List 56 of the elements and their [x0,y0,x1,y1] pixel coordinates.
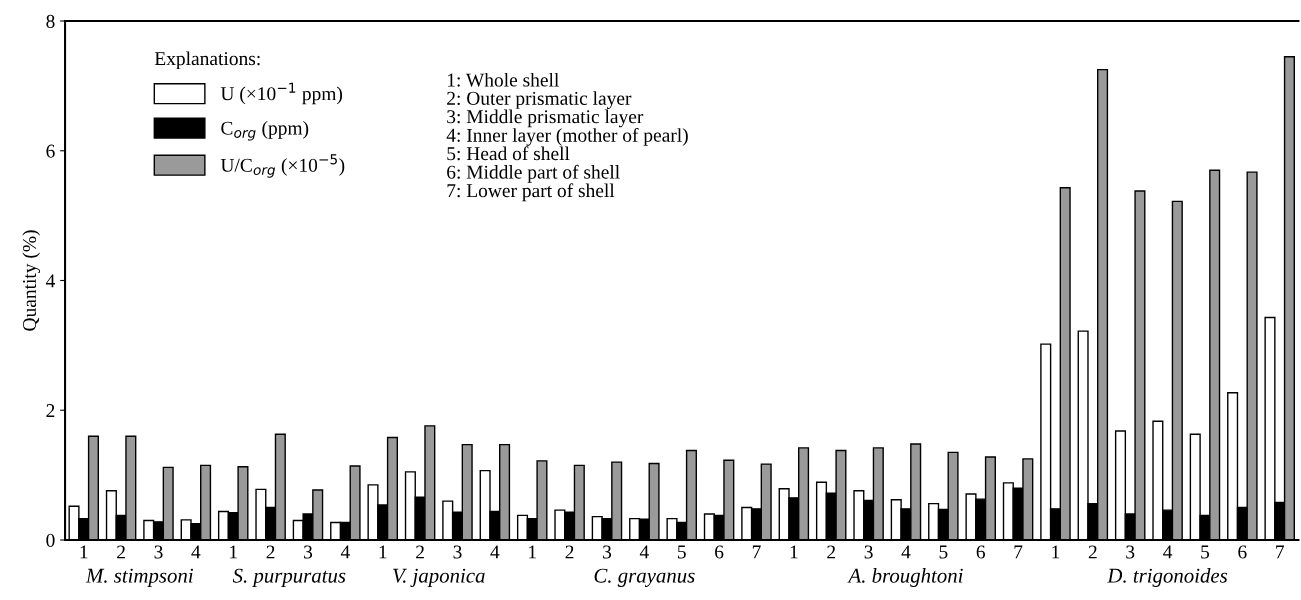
x-tick-label: 7 [1276,545,1285,559]
x-tick-label: 3 [864,545,873,559]
x-tick-label: 6 [1238,545,1247,559]
x-axis-title: S. purpuratus [232,568,346,587]
legend-label: U/C$_{org}$ (×10$^{−5}$) [220,154,345,178]
x-tick-label: 1 [230,545,237,559]
x-tick-label: 5 [1201,545,1210,559]
x-tick-label: 7 [752,545,761,559]
x-tick-label: 7 [1014,545,1023,559]
x-tick-label: 3 [154,545,163,559]
x-tick-label: 3 [304,545,313,559]
x-axis-title: D. trigonoides [1107,568,1228,587]
x-tick-label: 2 [1088,545,1097,559]
annotation: 5: Head of shell [447,146,570,161]
y-tick-label: 0 [46,533,55,547]
x-tick-label: 2 [117,545,125,559]
x-tick-label: 2 [565,545,574,559]
x-axis-title: A. broughtoni [847,568,963,587]
x-axis-title: V. japonica [393,568,485,587]
x-tick-label: 5 [939,545,948,559]
x-tick-label: 3 [603,545,612,559]
x-tick-label: 1 [529,545,536,559]
x-tick-label: 3 [453,545,462,559]
y-tick-label: 2 [46,404,55,417]
annotation: 2: Outer prismatic layer [447,91,632,109]
x-tick-label: 1 [80,545,88,559]
annotation: 1: Whole shell [447,72,559,87]
legend-label: C$_{org}$ (ppm) [221,121,309,141]
x-tick-label: 5 [677,545,686,559]
x-tick-label: 2 [416,545,424,559]
annotation: 7: Lower part of shell [447,183,615,202]
legend-title: Explanations: [154,51,260,70]
y-tick-label: 8 [46,14,55,28]
x-tick-label: 4 [639,545,649,559]
x-tick-label: 4 [901,545,911,559]
x-tick-label: 1 [790,545,798,559]
x-tick-label: 4 [1163,545,1173,559]
annotation: 3: Middle prismatic layer [447,109,644,128]
x-tick-label: 4 [191,545,201,559]
x-axis-title: M. stimpsoni [85,568,193,587]
x-tick-label: 3 [1126,545,1135,559]
x-tick-label: 4 [340,545,350,559]
y-tick-label: 6 [46,144,55,158]
y-tick-label: 4 [45,274,56,288]
x-tick-label: 2 [266,545,275,559]
x-tick-label: 6 [976,545,985,559]
x-axis-title: C. grayanus [594,568,695,587]
x-tick-label: 6 [715,545,724,559]
annotation: 4: Inner layer (mother of pearl) [446,127,688,146]
annotation: 6: Middle part of shell [447,164,620,183]
legend-label: U (×10$^{−1}$ ppm) [220,82,343,105]
x-tick-label: 2 [827,545,836,559]
x-tick-label: 1 [379,545,387,559]
x-tick-label: 1 [1052,545,1060,559]
y-axis-title: Quantity (%) [22,230,41,331]
x-tick-label: 4 [490,545,500,559]
